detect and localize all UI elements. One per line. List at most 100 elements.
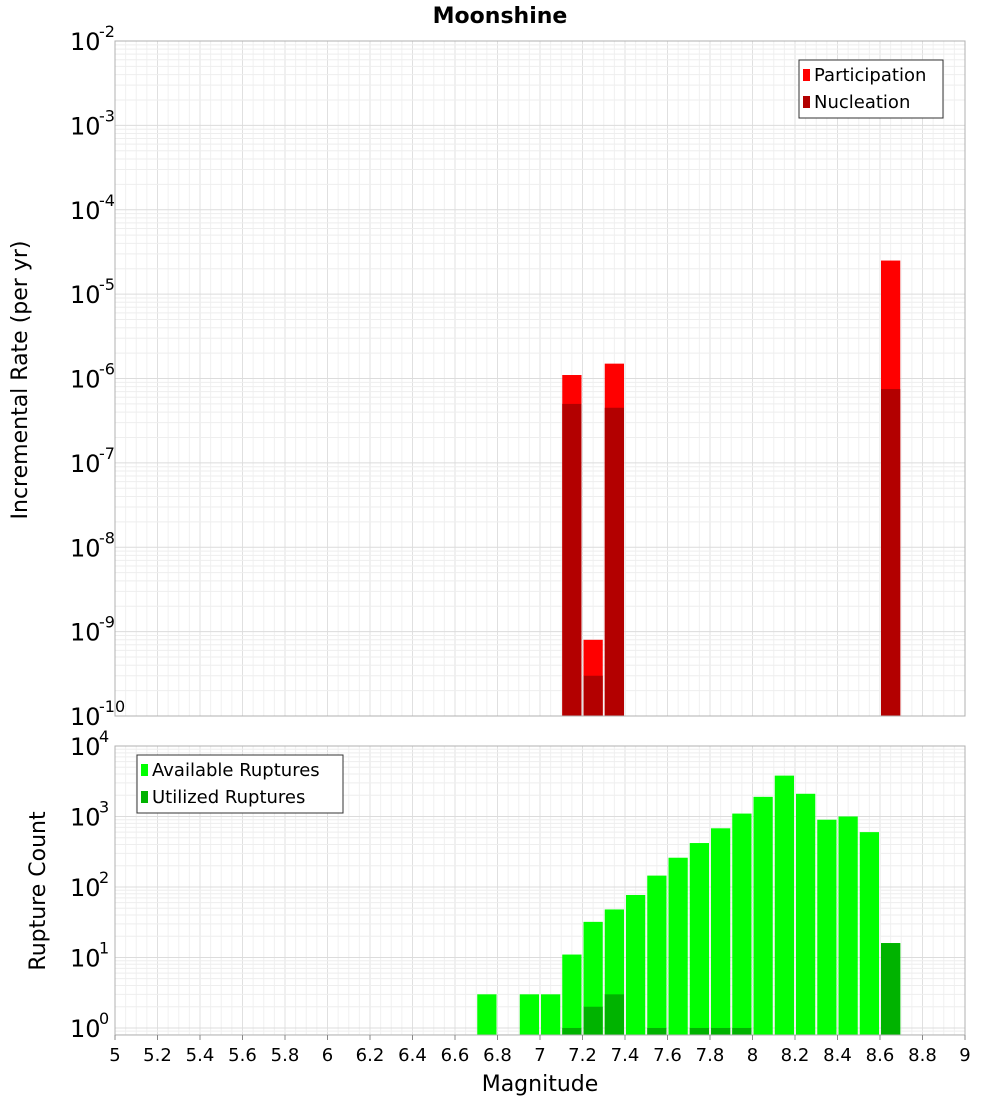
bar	[859, 832, 879, 1035]
y-tick-label: 10	[70, 450, 101, 478]
x-tick-label: 6.4	[398, 1045, 427, 1066]
bar	[626, 894, 646, 1035]
y-axis-label-count: Rupture Count	[26, 811, 51, 971]
x-tick-label: 5.2	[143, 1045, 172, 1066]
y-tick-label: 10	[70, 619, 101, 647]
legend: Available Ruptures Utilized Ruptures	[136, 754, 344, 814]
bar	[689, 1027, 709, 1035]
bar	[838, 816, 858, 1035]
bar	[583, 675, 603, 716]
y-tick-label: 10	[70, 534, 101, 562]
x-tick-label: 8.4	[823, 1045, 852, 1066]
x-tick-label: 5.4	[186, 1045, 215, 1066]
y-tick-label: 10	[70, 366, 101, 394]
legend: Participation Nucleation	[798, 59, 944, 119]
x-tick-label: 6	[322, 1045, 333, 1066]
legend-swatch	[141, 791, 148, 803]
y-tick-label: 10	[70, 281, 101, 309]
x-tick-label: 6.6	[441, 1045, 470, 1066]
legend-label: Available Ruptures	[152, 760, 320, 781]
x-tick-label: 7.8	[696, 1045, 725, 1066]
y-tick-exponent: -8	[99, 528, 115, 547]
y-tick-label: 10	[70, 944, 101, 972]
legend-swatch	[803, 96, 810, 108]
bar	[519, 994, 539, 1035]
x-tick-label: 5	[109, 1045, 120, 1066]
bar	[604, 994, 624, 1035]
y-tick-exponent: -9	[99, 613, 115, 632]
legend-swatch	[803, 69, 810, 81]
bar	[583, 1006, 603, 1035]
x-tick-label: 6.8	[483, 1045, 512, 1066]
y-tick-label: 10	[70, 733, 101, 761]
bar	[604, 407, 624, 716]
bar	[732, 1027, 752, 1035]
bar	[647, 1027, 667, 1035]
bar	[881, 943, 901, 1035]
y-tick-label: 10	[70, 28, 101, 56]
plot-frame	[114, 40, 966, 717]
x-tick-label: 7	[534, 1045, 545, 1066]
y-tick-exponent: 1	[99, 938, 109, 957]
bar	[689, 843, 709, 1035]
y-axis-label-rate: Incremental Rate (per yr)	[8, 241, 33, 520]
grid	[114, 41, 966, 717]
rate-panel: 10-1010-910-810-710-610-510-410-310-2Par…	[70, 22, 966, 731]
x-tick-label: 7.4	[611, 1045, 640, 1066]
y-tick-exponent: -5	[99, 275, 115, 294]
x-axis-label: Magnitude	[482, 1072, 599, 1097]
bar	[562, 954, 582, 1035]
series-nucleation	[562, 389, 901, 716]
x-tick-label: 9	[959, 1045, 970, 1066]
y-tick-exponent: -7	[99, 444, 115, 463]
y-tick-exponent: 2	[99, 868, 109, 887]
bar	[711, 1027, 731, 1035]
bar	[711, 828, 731, 1035]
bar	[647, 875, 667, 1035]
x-tick-label: 8.8	[908, 1045, 937, 1066]
y-tick-label: 10	[70, 703, 101, 731]
bar	[562, 1027, 582, 1035]
x-tick-label: 8	[747, 1045, 758, 1066]
x-tick-label: 8.6	[866, 1045, 895, 1066]
legend-swatch	[141, 764, 148, 776]
series-utilized-ruptures	[562, 943, 901, 1035]
y-tick-exponent: -2	[99, 22, 115, 41]
x-tick-label: 6.2	[356, 1045, 385, 1066]
y-tick-label: 10	[70, 197, 101, 225]
y-tick-label: 10	[70, 1015, 101, 1043]
y-tick-label: 10	[70, 112, 101, 140]
bar	[774, 775, 794, 1035]
y-tick-exponent: 4	[99, 727, 109, 746]
y-tick-exponent: -4	[99, 191, 115, 210]
y-tick-exponent: -6	[99, 360, 115, 379]
bar	[668, 857, 688, 1035]
bar	[541, 994, 561, 1035]
bar	[881, 389, 901, 716]
x-axis: 5 5.2 5.4 5.6 5.8 6 6.2 6.4 6.6 6.8 7 7.2 7.4 7.6 7.8 8…	[109, 1035, 971, 1066]
bar	[817, 819, 837, 1035]
y-tick-exponent: -10	[99, 697, 125, 716]
bar	[732, 813, 752, 1035]
legend-label: Utilized Ruptures	[152, 787, 305, 808]
x-tick-label: 7.2	[568, 1045, 597, 1066]
y-tick-exponent: -3	[99, 106, 115, 125]
bar	[583, 921, 603, 1035]
x-tick-label: 5.8	[271, 1045, 300, 1066]
x-tick-label: 8.2	[781, 1045, 810, 1066]
x-tick-label: 7.6	[653, 1045, 682, 1066]
bar	[753, 796, 773, 1035]
y-tick-label: 10	[70, 874, 101, 902]
y-tick-exponent: 3	[99, 797, 109, 816]
x-tick-label: 5.6	[228, 1045, 257, 1066]
legend-label: Nucleation	[814, 92, 910, 113]
bar	[562, 403, 582, 716]
bar	[796, 793, 816, 1035]
legend-label: Participation	[814, 65, 926, 86]
bar	[477, 994, 497, 1035]
y-tick-exponent: 0	[99, 1009, 109, 1028]
